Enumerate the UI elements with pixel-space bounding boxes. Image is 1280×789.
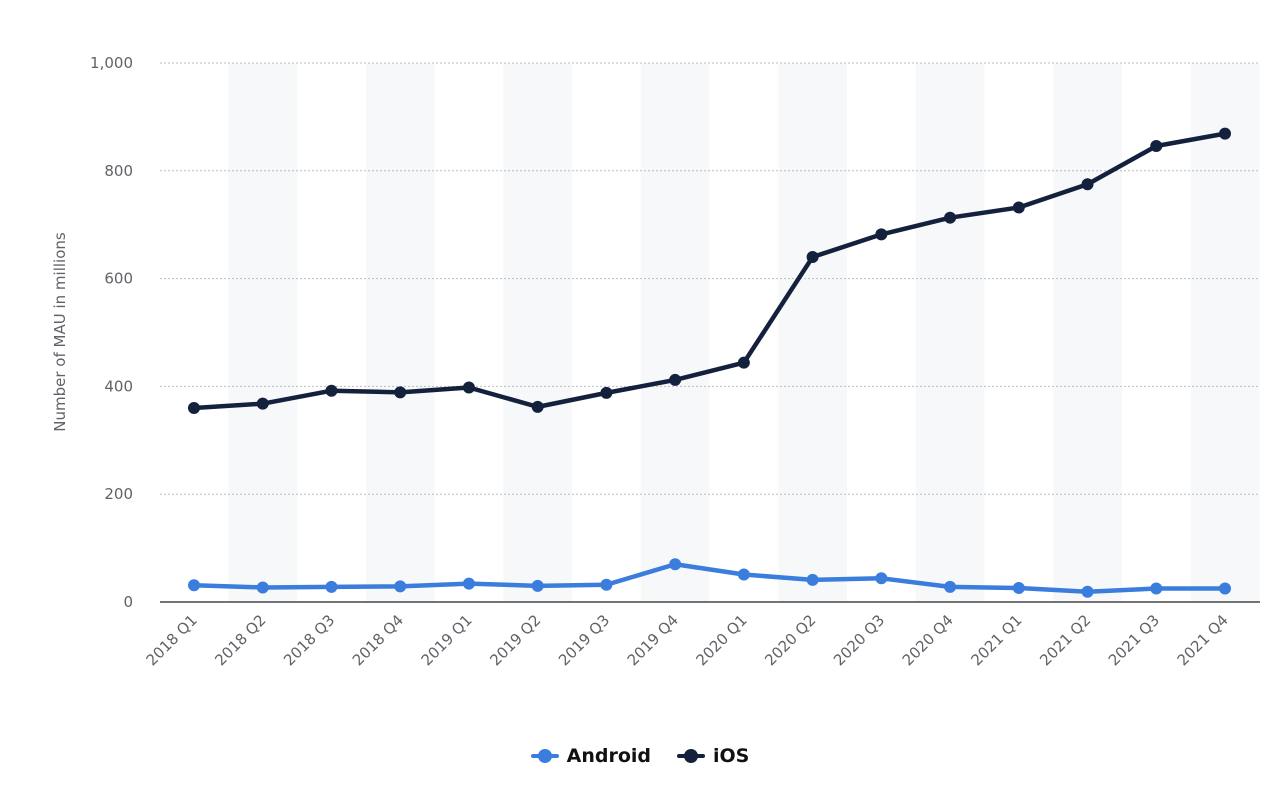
data-point-android[interactable] [1012, 581, 1025, 594]
x-tick-label: 2018 Q3 [280, 611, 338, 669]
data-point-android[interactable] [600, 578, 613, 591]
data-point-android[interactable] [256, 581, 269, 594]
data-point-ios[interactable] [1012, 201, 1025, 214]
x-tick-label: 2021 Q2 [1036, 611, 1094, 669]
x-axis-ticks: 2018 Q1 2018 Q2 2018 Q3 2018 Q4 2019 Q1 2019 … [143, 611, 1232, 669]
legend-label-ios: iOS [713, 745, 750, 767]
series-lines [191, 131, 1228, 595]
x-tick-label: 2020 Q2 [761, 611, 819, 669]
series-line-ios [191, 131, 1228, 411]
column-band [1190, 63, 1260, 602]
legend-label-android: Android [566, 745, 651, 767]
x-tick-label: 2019 Q1 [418, 611, 476, 669]
legend-swatch-android [530, 749, 559, 763]
column-band [778, 63, 847, 602]
data-point-ios[interactable] [325, 384, 338, 397]
data-point-ios[interactable] [531, 400, 544, 413]
y-tick-label: 800 [104, 162, 133, 180]
data-point-ios[interactable] [875, 228, 888, 241]
y-axis-ticks: 0 200 400 600 800 1,000 [90, 54, 133, 611]
y-tick-label: 200 [104, 485, 133, 503]
x-tick-label: 2018 Q1 [143, 611, 201, 669]
data-point-android[interactable] [669, 558, 682, 571]
data-point-ios[interactable] [944, 211, 957, 224]
column-band [503, 63, 573, 602]
data-point-android[interactable] [1219, 582, 1231, 595]
series-points [188, 127, 1231, 598]
data-point-ios[interactable] [1219, 127, 1231, 140]
data-point-android[interactable] [188, 579, 200, 592]
x-tick-label: 2020 Q3 [830, 611, 888, 669]
x-tick-label: 2019 Q4 [624, 611, 682, 669]
legend-item-ios[interactable]: iOS [677, 745, 749, 767]
x-tick-label: 2021 Q1 [967, 611, 1025, 669]
data-point-ios[interactable] [462, 381, 475, 394]
y-axis-label: Number of MAU in millions [51, 232, 69, 432]
column-band [1053, 63, 1122, 602]
data-point-ios[interactable] [1081, 178, 1094, 191]
data-point-ios[interactable] [669, 373, 682, 386]
y-tick-label: 1,000 [90, 54, 133, 72]
data-point-ios[interactable] [394, 386, 407, 399]
data-point-android[interactable] [325, 580, 338, 593]
series-line-android [191, 562, 1228, 595]
data-point-android[interactable] [806, 573, 819, 586]
data-point-ios[interactable] [737, 356, 750, 369]
legend: Android iOS [0, 745, 1280, 767]
x-tick-label: 2020 Q4 [899, 611, 957, 669]
y-tick-label: 600 [104, 270, 133, 288]
data-point-android[interactable] [1150, 582, 1163, 595]
x-tick-label: 2018 Q2 [211, 611, 269, 669]
column-band [228, 63, 298, 602]
x-tick-label: 2021 Q3 [1105, 611, 1163, 669]
data-point-ios[interactable] [256, 397, 269, 410]
column-band [915, 63, 985, 602]
y-tick-label: 400 [104, 377, 133, 395]
data-point-ios[interactable] [1150, 140, 1163, 153]
data-point-android[interactable] [1081, 585, 1094, 598]
column-band [365, 63, 435, 602]
data-point-android[interactable] [462, 577, 475, 590]
y-tick-label: 0 [123, 593, 133, 611]
legend-swatch-ios [677, 749, 705, 763]
data-point-ios[interactable] [188, 401, 200, 414]
data-point-android[interactable] [394, 580, 407, 593]
legend-item-android[interactable]: Android [530, 745, 651, 767]
x-tick-label: 2021 Q4 [1174, 611, 1232, 669]
x-tick-label: 2019 Q3 [555, 611, 613, 669]
x-tick-label: 2019 Q2 [486, 611, 544, 669]
data-point-ios[interactable] [600, 386, 613, 399]
data-point-android[interactable] [531, 579, 544, 592]
x-tick-label: 2020 Q1 [693, 611, 751, 669]
column-bands [228, 63, 1260, 602]
column-band [640, 63, 710, 602]
data-point-android[interactable] [737, 568, 750, 581]
data-point-android[interactable] [944, 580, 957, 593]
gridlines [160, 62, 1260, 603]
data-point-android[interactable] [875, 572, 888, 585]
data-point-ios[interactable] [806, 251, 819, 264]
x-tick-label: 2018 Q4 [349, 611, 407, 669]
